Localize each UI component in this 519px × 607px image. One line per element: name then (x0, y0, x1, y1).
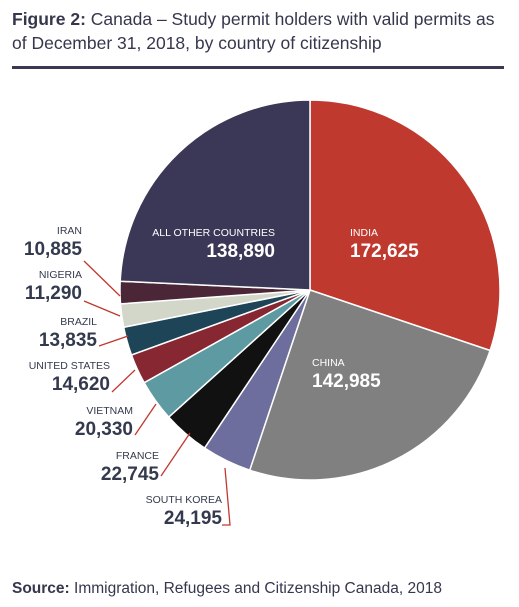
slice-label-united-states: UNITED STATES (29, 360, 110, 372)
slice-value-china: 142,985 (312, 371, 381, 392)
leader-line-nigeria (83, 300, 121, 317)
pie-slice-india (309, 99, 501, 352)
slice-value-india: 172,625 (350, 241, 419, 262)
slice-value-nigeria: 11,290 (25, 283, 82, 304)
slice-label-brazil: BRAZIL (60, 316, 97, 328)
leader-line-france (160, 432, 191, 477)
slice-label-france: FRANCE (116, 450, 159, 462)
chart-title: Figure 2: Canada – Study permit holders … (12, 7, 512, 55)
slice-label-nigeria: NIGERIA (39, 269, 82, 281)
source-note: Source: Immigration, Refugees and Citize… (12, 580, 442, 598)
slice-label-india: INDIA (350, 227, 378, 239)
slice-value-brazil: 13,835 (39, 330, 98, 351)
leader-line-united-states (111, 369, 136, 393)
slice-label-vietnam: VIETNAM (86, 405, 133, 417)
pie-slice-china (248, 289, 492, 481)
title-text: Canada – Study permit holders with valid… (12, 9, 495, 53)
title-prefix: Figure 2: (12, 9, 86, 29)
slice-value-iran: 10,885 (24, 239, 83, 260)
slice-value-south-korea: 24,195 (164, 508, 223, 529)
slice-label-south-korea: SOUTH KOREA (146, 494, 222, 506)
source-text: Immigration, Refugees and Citizenship Ca… (74, 580, 442, 597)
source-prefix: Source: (12, 580, 70, 597)
slice-value-united-states: 14,620 (52, 374, 110, 395)
leader-line-brazil (98, 335, 129, 347)
slice-value-all-other-countries: 138,890 (206, 241, 275, 262)
pie-slice-all-other-countries (119, 99, 311, 291)
slice-label-china: CHINA (312, 357, 345, 369)
slice-value-vietnam: 20,330 (75, 419, 133, 440)
slice-value-france: 22,745 (101, 464, 160, 485)
leader-line-iran (83, 260, 121, 297)
title-divider (12, 66, 504, 69)
slice-label-iran: IRAN (57, 225, 82, 237)
slice-label-all-other-countries: ALL OTHER COUNTRIES (152, 227, 275, 239)
leader-line-vietnam (134, 403, 157, 436)
leader-line-south-korea (222, 467, 231, 526)
